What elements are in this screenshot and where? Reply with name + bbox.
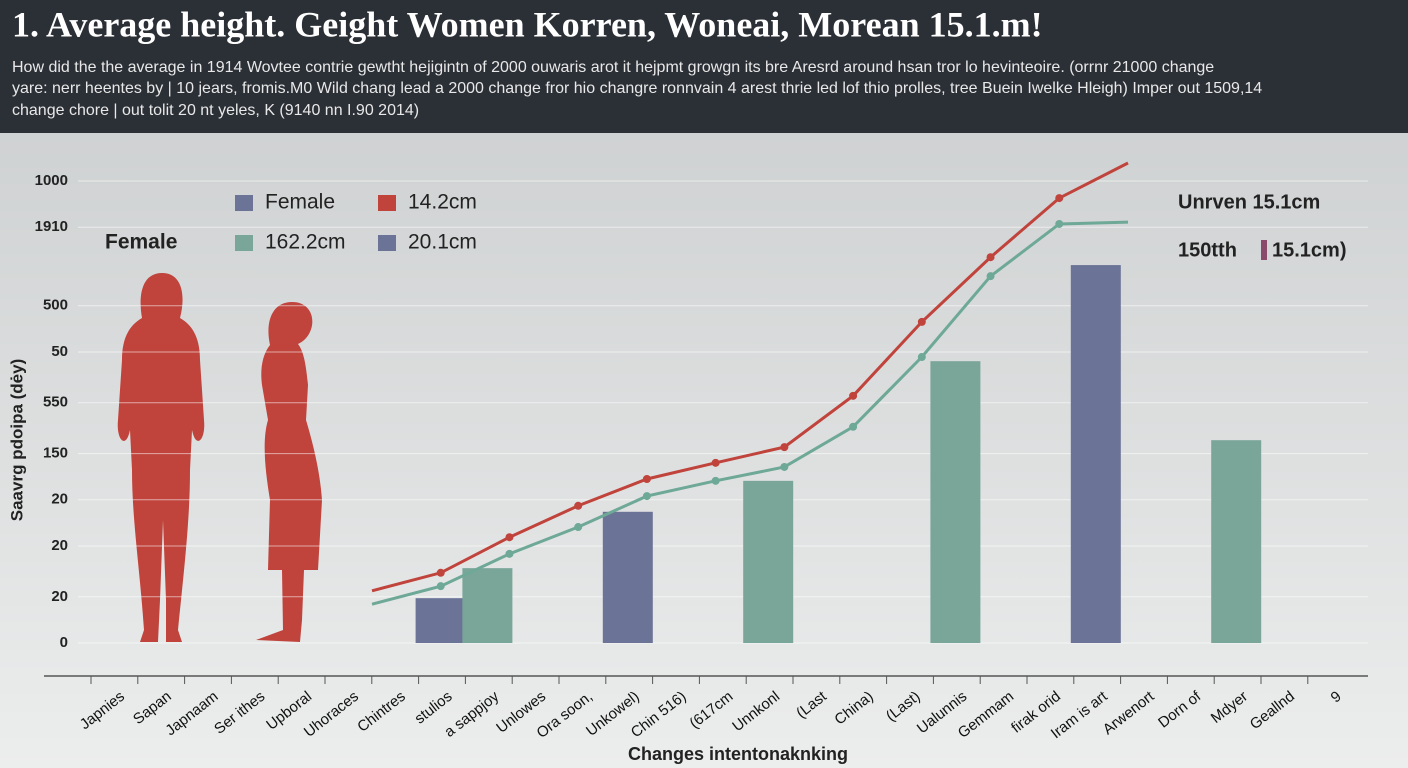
y-tick-label: 150 (43, 445, 68, 462)
y-tick-label: 0 (60, 634, 68, 651)
legend-label: 20.1cm (408, 231, 477, 254)
line-point (642, 492, 651, 501)
bar (743, 480, 794, 643)
y-tick-label: 550 (43, 394, 68, 411)
line-point (986, 253, 995, 262)
line-point (849, 422, 858, 431)
silhouettes (117, 273, 322, 642)
legend-label: Female (265, 191, 335, 214)
legend-swatch (235, 195, 253, 211)
line-point (917, 353, 926, 362)
line (371, 220, 1129, 606)
chart-title: 1. Average height. Geight Women Korren, … (12, 4, 1043, 44)
legend-swatch (378, 195, 396, 211)
y-tick-label: 500 (43, 297, 68, 314)
bar (1211, 440, 1262, 643)
subtitle-line: yare: nerr heentes by | 10 jears, fromis… (12, 80, 1262, 97)
line-point (780, 462, 789, 471)
y-tick-label: 20 (51, 537, 68, 554)
annotation: Unrven 15.1cm (1178, 191, 1320, 213)
x-axis-label: Changes intentonaknking (628, 744, 848, 764)
line-point (1055, 219, 1064, 228)
bar (415, 598, 466, 643)
annotation: 15.1cm) (1272, 239, 1347, 261)
subtitle-line: How did the the average in 1914 Wovtee c… (12, 59, 1214, 76)
line-point (711, 458, 720, 467)
y-axis-label: Saavrg pdoipa (dėy) (7, 359, 26, 521)
line-point (574, 501, 583, 510)
bar (1070, 265, 1121, 643)
bar (462, 568, 513, 643)
line-point (436, 568, 445, 577)
line-point (436, 582, 445, 591)
subtitle-line: change chore | out tolit 20 nt yeles, K … (12, 102, 419, 119)
line-point (711, 476, 720, 485)
y-tick-label: 1000 (35, 172, 68, 189)
y-tick-label: 1910 (35, 218, 68, 235)
line-point (505, 549, 514, 558)
line-point (917, 317, 926, 326)
annotation: Female (105, 231, 177, 254)
y-tick-label: 20 (51, 588, 68, 605)
line-point (574, 523, 583, 532)
line-point (1055, 194, 1064, 203)
silhouette (256, 302, 322, 642)
legend-label: 14.2cm (408, 191, 477, 214)
y-tick-label: 20 (51, 491, 68, 508)
silhouette (117, 273, 205, 642)
line-point (780, 443, 789, 452)
legend-swatch (378, 235, 396, 251)
legend-label: 162.2cm (265, 231, 346, 254)
line-point (986, 272, 995, 281)
line-point (849, 391, 858, 400)
line (371, 161, 1129, 593)
legend-swatch (235, 235, 253, 251)
header (0, 0, 1408, 133)
line-point (642, 474, 651, 483)
y-tick-label: 50 (51, 343, 68, 360)
bar (930, 361, 981, 643)
bar (602, 511, 653, 643)
line-point (505, 533, 514, 542)
annotation-marker (1261, 240, 1267, 260)
annotation: 150tth (1178, 239, 1237, 261)
